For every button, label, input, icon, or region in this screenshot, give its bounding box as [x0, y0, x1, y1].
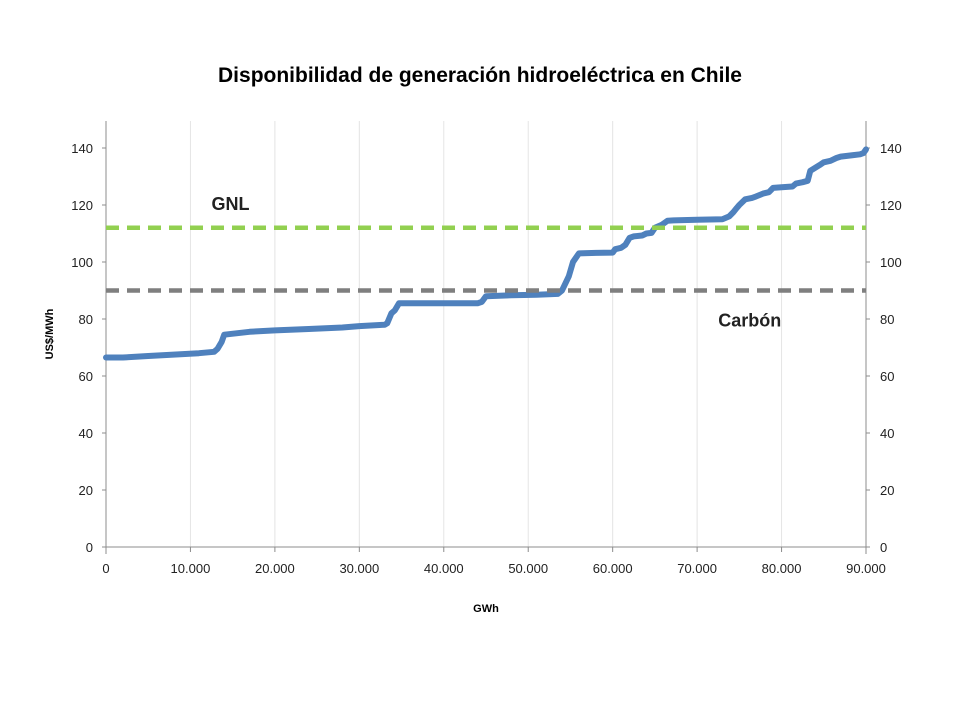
- y-tick-label: 120: [71, 198, 93, 213]
- y-tick-label: 80: [79, 312, 93, 327]
- grid-lines: [189, 121, 783, 547]
- x-axis-label: GWh: [473, 603, 499, 615]
- x-tick-label: 40.000: [424, 561, 464, 576]
- x-tick-label: 50.000: [508, 561, 548, 576]
- x-tick-label: 0: [102, 561, 109, 576]
- series-label-carb-n: Carbón: [718, 311, 781, 331]
- series-label-gnl: GNL: [212, 194, 250, 214]
- y2-tick-label: 60: [880, 369, 894, 384]
- axes: [102, 121, 870, 554]
- series-labels: GNL Carbón: [212, 194, 782, 331]
- tick-labels: 0 20 40 60 80 100 120 140 0 20 40 60 80 100 120 140 0 10.…: [71, 141, 901, 576]
- x-tick-label: 30.000: [339, 561, 379, 576]
- x-tick-label: 80.000: [762, 561, 802, 576]
- y2-tick-label: 80: [880, 312, 894, 327]
- y2-tick-label: 40: [880, 426, 894, 441]
- series-line-main: [103, 146, 869, 361]
- y-tick-label: 140: [71, 141, 93, 156]
- y2-tick-label: 20: [880, 483, 894, 498]
- y-tick-label: 40: [79, 426, 93, 441]
- y2-tick-label: 140: [880, 141, 902, 156]
- y-tick-label: 0: [86, 540, 93, 555]
- y2-tick-label: 120: [880, 198, 902, 213]
- x-tick-label: 90.000: [846, 561, 886, 576]
- x-tick-label: 10.000: [171, 561, 211, 576]
- x-tick-label: 60.000: [593, 561, 633, 576]
- chart-title: Disponibilidad de generación hidroeléctr…: [218, 64, 742, 87]
- y2-tick-label: 0: [880, 540, 887, 555]
- y2-tick-label: 100: [880, 255, 902, 270]
- x-tick-label: 20.000: [255, 561, 295, 576]
- y-axis-label: US$/MWh: [44, 308, 56, 359]
- y-tick-label: 100: [71, 255, 93, 270]
- series-lines: [103, 146, 869, 361]
- x-tick-label: 70.000: [677, 561, 717, 576]
- y-tick-label: 60: [79, 369, 93, 384]
- y-tick-label: 20: [79, 483, 93, 498]
